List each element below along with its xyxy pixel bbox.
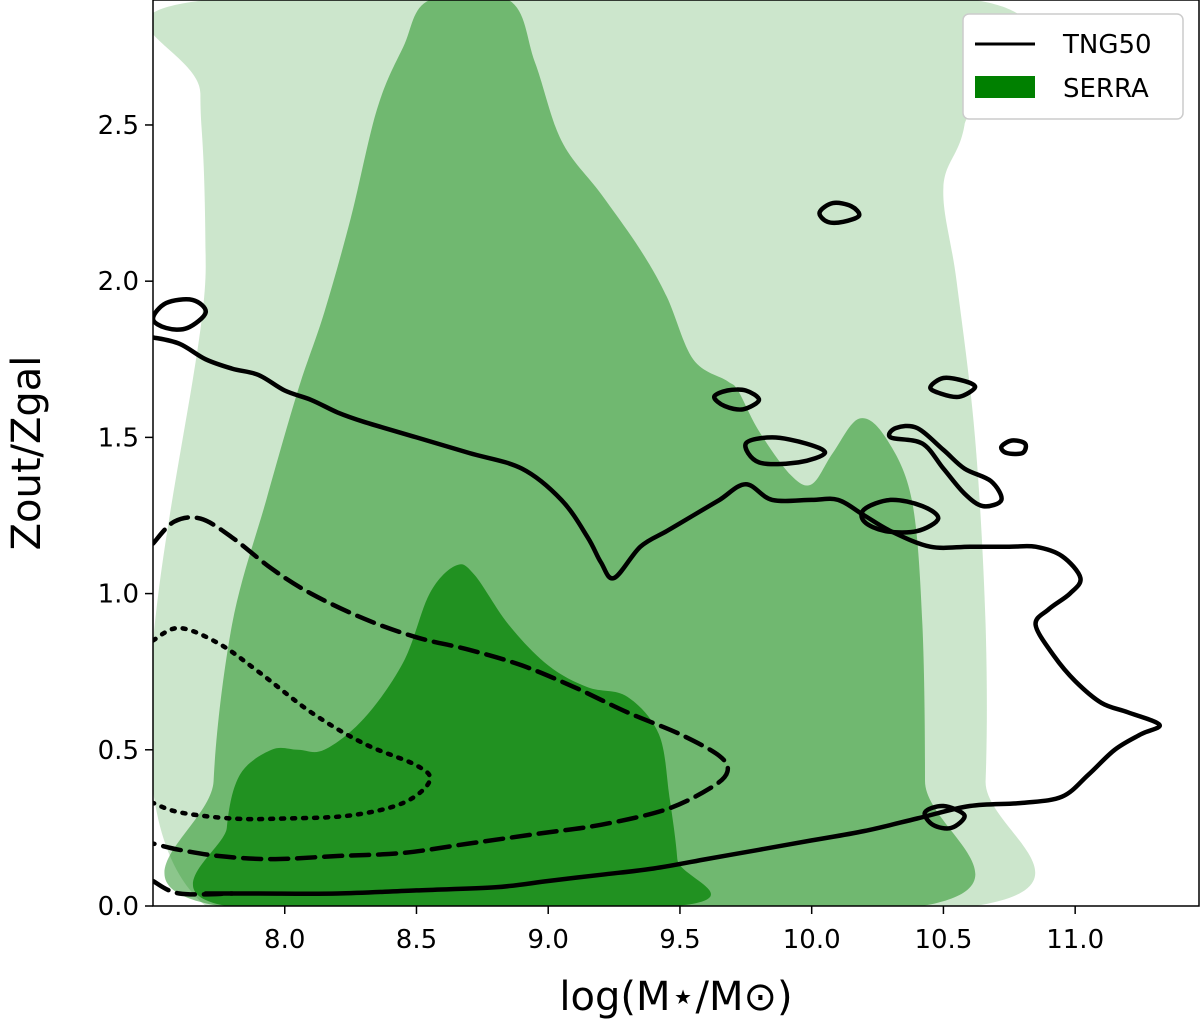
x-tick-label: 8.0 — [264, 925, 305, 955]
tng50-contour-solid-10 — [922, 803, 967, 831]
tng50-contour-solid-1 — [153, 335, 1162, 896]
tng50-contour-solid-7 — [743, 435, 828, 467]
tng50-contour-solid-9 — [859, 497, 941, 535]
y-tick-label: 2.0 — [98, 267, 139, 297]
tng50-contour-dashed-11 — [153, 515, 731, 862]
tng50-contour-solid-3 — [817, 200, 862, 226]
x-axis-label: log(M⋆/M⊙) — [559, 974, 792, 1020]
y-axis-label: Zout/Zgal — [4, 356, 50, 551]
y-tick-label: 0.0 — [98, 892, 139, 922]
y-tick-label: 1.5 — [98, 423, 139, 453]
x-tick-label: 10.0 — [783, 925, 841, 955]
serra-contour-fills — [153, 0, 1036, 906]
x-tick-label: 9.0 — [528, 925, 569, 955]
x-tick-label: 9.5 — [659, 925, 700, 955]
y-tick-label: 1.0 — [98, 580, 139, 610]
plot-frame — [152, 0, 1200, 907]
x-axis: 8.0 8.5 9.0 9.5 10.0 10.5 11.0 — [264, 906, 1104, 955]
tng50-contour-solid-6 — [998, 438, 1029, 457]
y-axis: 0.0 0.5 1.0 1.5 2.0 2.5 — [98, 111, 153, 922]
serra-contour-level-2 — [164, 0, 976, 906]
x-tick-label: 11.0 — [1046, 925, 1104, 955]
tng50-contour-solid-4 — [711, 387, 762, 412]
legend: TNG50 SERRA — [962, 13, 1184, 120]
y-tick-label: 0.5 — [98, 736, 139, 766]
tng50-contour-lines — [153, 200, 1162, 897]
tng50-contour-dotted-13 — [153, 625, 433, 822]
legend-swatch-serra — [975, 76, 1035, 98]
tng50-contour-dashed-12 — [153, 878, 235, 897]
x-tick-label: 8.5 — [396, 925, 437, 955]
serra-contour-level-1 — [153, 0, 1036, 906]
y-tick-label: 2.5 — [98, 111, 139, 141]
tng50-contour-solid-5 — [928, 375, 978, 400]
tng50-contour-solid-2 — [153, 297, 208, 332]
legend-label-serra: SERRA — [1063, 74, 1149, 104]
legend-label-tng50: TNG50 — [1062, 30, 1152, 60]
serra-contour-level-3 — [193, 564, 711, 906]
tng50-contour-solid-8 — [886, 423, 1004, 509]
x-tick-label: 10.5 — [914, 925, 972, 955]
